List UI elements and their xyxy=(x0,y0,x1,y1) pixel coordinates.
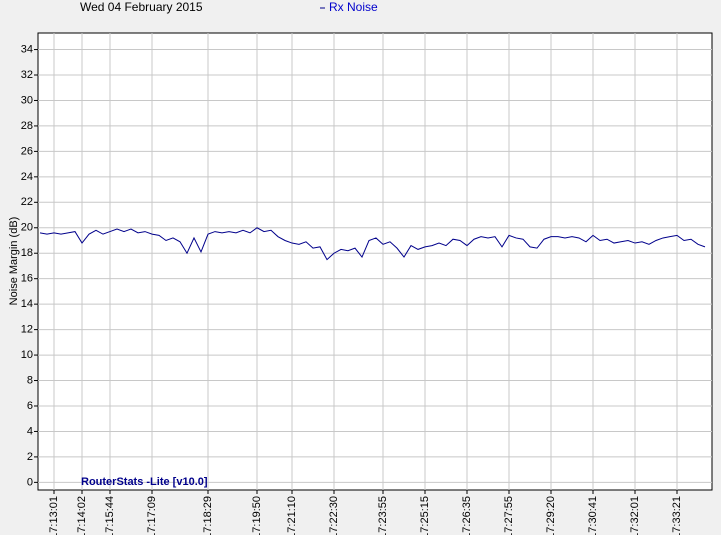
plot-area xyxy=(37,32,713,491)
y-tick-label: 34 xyxy=(21,43,33,55)
x-tick-label: 17:32:01 xyxy=(629,496,641,535)
y-tick-label: 26 xyxy=(21,145,33,157)
chart-title: Wed 04 February 2015 xyxy=(80,0,203,14)
x-tick-label: 17:30:41 xyxy=(587,496,599,535)
y-tick-label: 4 xyxy=(27,425,33,437)
y-tick-label: 0 xyxy=(27,476,33,488)
y-tick-label: 16 xyxy=(21,273,33,285)
x-tick-label: 17:33:21 xyxy=(671,496,683,535)
y-tick-label: 12 xyxy=(21,324,33,336)
y-tick-label: 2 xyxy=(27,451,33,463)
y-axis-label: Noise Margin (dB) xyxy=(8,217,20,306)
x-tick-label: 17:27:55 xyxy=(503,496,515,535)
x-tick-label: 17:18:29 xyxy=(202,496,214,535)
y-tick-label: 24 xyxy=(21,171,33,183)
x-tick-label: 17:23:55 xyxy=(377,496,389,535)
y-tick-label: 30 xyxy=(21,94,33,106)
y-tick-label: 28 xyxy=(21,120,33,132)
x-tick-label: 17:15:44 xyxy=(104,496,116,535)
x-tick-label: 17:22:30 xyxy=(328,496,340,535)
x-tick-label: 17:29:20 xyxy=(545,496,557,535)
y-tick-label: 6 xyxy=(27,400,33,412)
x-tick-label: 17:26:35 xyxy=(461,496,473,535)
y-tick-label: 22 xyxy=(21,196,33,208)
y-tick-label: 14 xyxy=(21,298,33,310)
legend-entry: Rx Noise xyxy=(329,0,378,14)
y-tick-label: 32 xyxy=(21,69,33,81)
x-tick-label: 17:14:02 xyxy=(76,496,88,535)
x-tick-label: 17:25:15 xyxy=(419,496,431,535)
x-tick-label: 17:19:50 xyxy=(251,496,263,535)
y-tick-label: 18 xyxy=(21,247,33,259)
y-tick-label: 8 xyxy=(27,374,33,386)
x-tick-label: 17:13:01 xyxy=(48,496,60,535)
y-tick-label: 10 xyxy=(21,349,33,361)
data-line xyxy=(39,227,706,261)
watermark: RouterStats -Lite [v10.0] xyxy=(81,476,208,488)
x-tick-label: 17:21:10 xyxy=(286,496,298,535)
y-tick-label: 20 xyxy=(21,222,33,234)
x-tick-label: 17:17:09 xyxy=(146,496,158,535)
